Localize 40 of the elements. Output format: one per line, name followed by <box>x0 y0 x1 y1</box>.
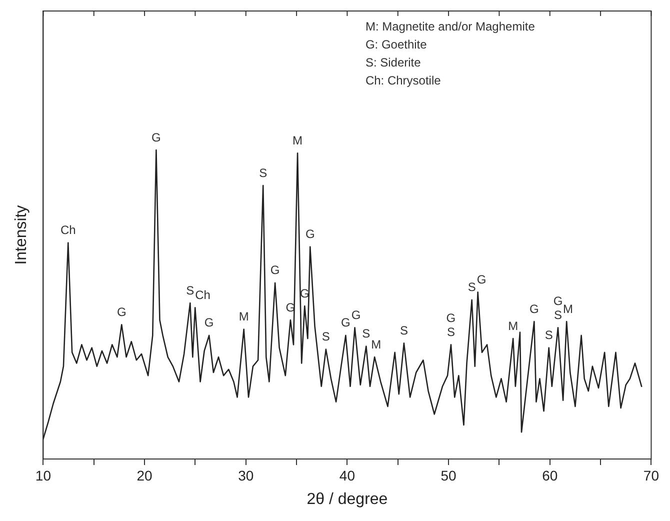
annotation: S <box>544 328 553 342</box>
x-tick-label: 40 <box>339 467 356 484</box>
annotation: G <box>341 316 350 330</box>
x-tick-label: 50 <box>440 467 457 484</box>
annotation: S <box>259 166 268 180</box>
annotation: G <box>204 316 214 330</box>
x-tick-label: 20 <box>136 467 153 484</box>
annotation: M <box>508 318 518 333</box>
annotation: M <box>238 310 249 324</box>
annotation: Ch <box>195 288 210 302</box>
x-tick-label: 10 <box>35 467 52 484</box>
annotation: G <box>305 227 315 242</box>
annotation: G <box>530 302 539 316</box>
annotation: G <box>116 304 126 319</box>
text: Ch: Chrysotile <box>365 73 442 88</box>
annotation: M <box>371 337 382 352</box>
text: M: Magnetite and/or Maghemite <box>365 19 536 34</box>
annotation: S <box>362 326 370 341</box>
annotation: G <box>351 308 361 322</box>
annotation: S <box>322 330 330 344</box>
annotation: G <box>270 263 280 278</box>
text: S: Siderite <box>365 55 422 70</box>
annotation: Ch <box>60 223 76 238</box>
y-axis-title: Intensity <box>13 205 30 265</box>
x-tick-label: 30 <box>238 467 254 484</box>
annotation: M <box>292 133 303 148</box>
x-tick-label: 60 <box>542 467 558 484</box>
x-axis-title: 2θ / degree <box>306 490 388 508</box>
annotation: G <box>476 272 486 286</box>
annotation: G <box>446 310 456 325</box>
annotation: S <box>400 323 408 338</box>
x-tick-label: 70 <box>643 467 660 484</box>
annotation: G <box>553 294 563 308</box>
annotation: S <box>446 324 455 339</box>
text: G: Goethite <box>365 37 428 52</box>
annotation: S <box>468 280 476 294</box>
annotation: S <box>186 283 194 298</box>
annotation: S <box>554 308 562 322</box>
annotation: M <box>562 302 573 316</box>
annotation: G <box>152 130 161 144</box>
